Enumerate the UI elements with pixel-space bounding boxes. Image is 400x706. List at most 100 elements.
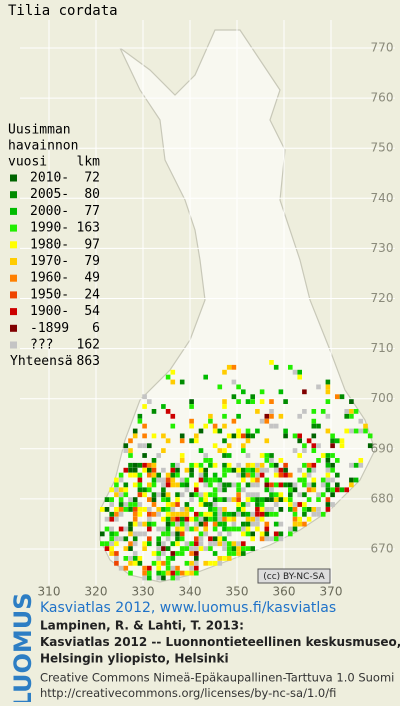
- map-cell: [161, 492, 166, 498]
- map-cell: [175, 516, 180, 522]
- map-cell: [165, 526, 171, 532]
- map-cell: [302, 472, 307, 478]
- map-cell: [226, 526, 232, 532]
- legend-swatch: [10, 341, 17, 349]
- map-cell: [128, 521, 133, 527]
- y-label: 750: [371, 141, 394, 155]
- map-cell: [311, 409, 317, 414]
- cc-badge: (cc) BY-NC-SA: [257, 568, 331, 584]
- map-cell: [147, 497, 152, 502]
- map-cell: [170, 507, 176, 512]
- map-cell: [208, 418, 213, 424]
- map-cell: [194, 526, 199, 532]
- map-cell: [297, 369, 302, 375]
- map-cell: [222, 487, 227, 493]
- map-cell: [264, 453, 270, 458]
- map-cell: [325, 497, 331, 502]
- map-cell: [203, 492, 208, 498]
- map-cell: [222, 413, 227, 419]
- map-cell: [165, 516, 171, 522]
- legend-count: 72: [84, 171, 100, 186]
- map-cell: [128, 526, 133, 532]
- map-cell: [161, 575, 166, 581]
- map-cell: [114, 482, 119, 488]
- map-cell: [203, 521, 208, 527]
- map-cell: [198, 536, 204, 542]
- map-cell: [194, 511, 199, 517]
- map-cell: [226, 443, 232, 449]
- map-cell: [142, 575, 147, 581]
- map-cell: [203, 516, 208, 522]
- map-cell: [123, 536, 129, 542]
- map-cell: [118, 487, 124, 493]
- map-cell: [236, 467, 241, 473]
- map-cell: [222, 507, 227, 512]
- map-cell: [212, 497, 218, 502]
- map-cell: [311, 418, 317, 424]
- map-cell: [100, 541, 105, 547]
- map-cell: [245, 482, 251, 488]
- x-label: 310: [38, 585, 61, 599]
- map-cell: [363, 423, 368, 429]
- map-cell: [208, 541, 213, 547]
- legend-label: 2000-: [30, 204, 69, 219]
- map-cell: [245, 511, 251, 517]
- map-cell: [208, 511, 213, 517]
- map-cell: [217, 541, 223, 547]
- map-cell: [184, 521, 190, 527]
- map-cell: [217, 511, 223, 517]
- map-cell: [325, 487, 331, 493]
- map-cell: [231, 379, 237, 385]
- footer-link: Kasviatlas 2012, www.luomus.fi/kasviatla…: [40, 600, 336, 616]
- map-cell: [288, 526, 293, 532]
- map-cell: [212, 521, 218, 527]
- legend-swatch: [10, 274, 17, 282]
- map-cell: [189, 423, 194, 429]
- map-cell: [222, 472, 227, 478]
- map-cell: [128, 453, 133, 458]
- map-cell: [170, 477, 176, 483]
- map-cell: [212, 477, 218, 483]
- map-cell: [349, 409, 354, 414]
- map-cell: [278, 413, 284, 419]
- map-cell: [194, 482, 199, 488]
- map-cell: [147, 536, 152, 542]
- y-label: 730: [371, 241, 394, 255]
- map-cell: [358, 462, 364, 468]
- map-cell: [147, 565, 152, 571]
- map-cell: [179, 546, 185, 551]
- map-cell: [217, 482, 223, 488]
- map-cell: [245, 399, 251, 404]
- map-cell: [161, 477, 166, 483]
- map-cell: [316, 423, 321, 429]
- map-cell: [114, 477, 119, 483]
- map-cell: [226, 516, 232, 522]
- legend-label: ???: [30, 338, 53, 353]
- map-cell: [320, 477, 326, 483]
- map-cell: [198, 546, 204, 551]
- map-cell: [250, 462, 255, 468]
- map-cell: [104, 516, 110, 522]
- map-cell: [358, 418, 364, 424]
- map-cell: [170, 551, 176, 556]
- map-cell: [273, 521, 279, 527]
- map-cell: [161, 546, 166, 551]
- license-line: Creative Commons Nimeä-Epäkaupallinen-Ta…: [40, 671, 394, 685]
- map-cell: [109, 541, 114, 547]
- map-cell: [179, 536, 185, 542]
- map-cell: [264, 526, 270, 532]
- map-cell: [118, 507, 124, 512]
- map-cell: [306, 482, 312, 488]
- map-cell: [236, 551, 241, 556]
- map-cell: [208, 462, 213, 468]
- map-cell: [325, 472, 331, 478]
- map-cell: [320, 453, 326, 458]
- map-cell: [137, 511, 143, 517]
- map-cell: [147, 570, 152, 576]
- map-cell: [278, 458, 284, 463]
- map-cell: [170, 516, 176, 522]
- map-cell: [104, 526, 110, 532]
- map-cell: [236, 497, 241, 502]
- map-cell: [114, 560, 119, 566]
